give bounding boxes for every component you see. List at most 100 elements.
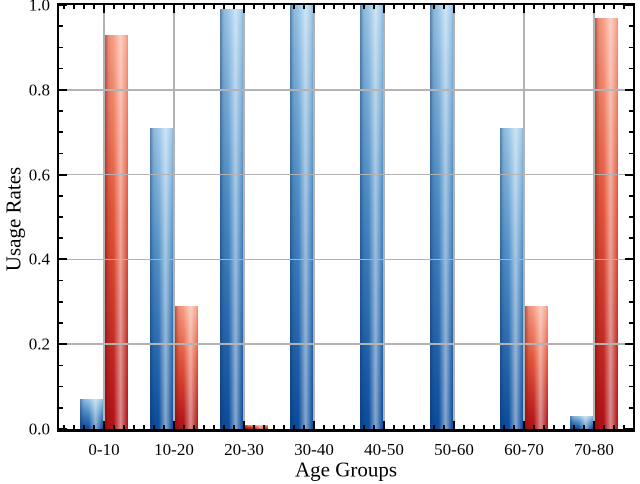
y-minor-tick: [59, 195, 63, 197]
x-minor-tick: [203, 425, 205, 429]
x-tick-label: 20-30: [224, 440, 264, 459]
bar-blue-gradient-series-50-60: [430, 5, 453, 429]
bar-blue-gradient-series-70-80: [570, 416, 593, 429]
y-minor-tick: [59, 301, 63, 303]
x-minor-tick: [513, 425, 515, 429]
x-major-tick: [593, 5, 595, 13]
x-minor-tick: [473, 425, 475, 429]
x-minor-tick: [323, 425, 325, 429]
gridline-horizontal: [59, 258, 633, 261]
gridline-vertical: [173, 5, 175, 429]
y-minor-tick: [59, 237, 63, 239]
x-minor-tick: [213, 5, 215, 9]
x-minor-tick: [153, 5, 155, 9]
y-minor-tick: [629, 110, 633, 112]
x-minor-tick: [543, 425, 545, 429]
gridline-horizontal: [59, 343, 633, 345]
x-minor-tick: [603, 5, 605, 9]
y-tick-label: 0.2: [28, 334, 50, 354]
gridline-vertical: [383, 5, 385, 429]
y-minor-tick: [629, 46, 633, 49]
x-minor-tick: [83, 5, 85, 9]
gridline-horizontal: [59, 173, 633, 176]
x-minor-tick: [493, 5, 495, 9]
x-tick-label: 70-80: [574, 440, 614, 459]
x-minor-tick: [603, 425, 605, 429]
x-minor-tick: [323, 5, 325, 9]
bar-blue-gradient-series-40-50: [360, 5, 383, 429]
y-minor-tick: [629, 237, 633, 239]
x-minor-tick: [583, 5, 585, 9]
x-minor-tick: [513, 5, 515, 9]
y-major-tick: [625, 173, 633, 176]
x-minor-tick: [153, 425, 155, 429]
x-minor-tick: [373, 5, 375, 9]
x-minor-tick: [183, 5, 185, 9]
y-minor-tick: [629, 301, 633, 303]
x-major-tick: [103, 421, 105, 429]
y-tick-label: 0.4: [28, 249, 50, 269]
bar-red-gradient-series-0-10: [105, 34, 128, 429]
x-minor-tick: [293, 5, 295, 9]
x-tick-label: 30-40: [294, 440, 334, 459]
x-minor-tick: [193, 5, 195, 9]
x-minor-tick: [73, 5, 75, 9]
x-minor-tick: [113, 5, 115, 9]
x-minor-tick: [393, 425, 395, 429]
gridline-vertical: [103, 5, 105, 429]
x-minor-tick: [303, 5, 305, 9]
bar-red-gradient-series-20-30: [245, 424, 268, 429]
x-minor-tick: [263, 5, 265, 9]
x-tick-label: 40-50: [364, 440, 404, 459]
y-minor-tick: [59, 110, 63, 112]
x-minor-tick: [443, 425, 445, 429]
x-axis-title: Age Groups: [294, 457, 398, 482]
x-minor-tick: [503, 425, 505, 429]
y-major-tick: [59, 4, 67, 6]
bar-blue-gradient-series-30-40: [290, 5, 313, 429]
x-minor-tick: [613, 425, 615, 429]
x-minor-tick: [413, 5, 415, 9]
y-minor-tick: [629, 131, 633, 133]
x-major-tick: [383, 5, 385, 13]
bar-blue-gradient-series-0-10: [80, 399, 103, 429]
y-tick-label: 0.8: [28, 80, 50, 100]
x-minor-tick: [563, 5, 565, 9]
y-minor-tick: [629, 216, 633, 218]
x-minor-tick: [433, 425, 435, 429]
x-major-tick: [173, 421, 175, 429]
x-minor-tick: [353, 5, 355, 9]
y-minor-tick: [629, 25, 633, 27]
x-minor-tick: [183, 425, 185, 429]
x-major-tick: [313, 5, 315, 13]
x-minor-tick: [493, 425, 495, 429]
x-minor-tick: [133, 425, 135, 429]
x-minor-tick: [253, 425, 255, 429]
x-minor-tick: [163, 425, 165, 429]
x-major-tick: [243, 5, 245, 13]
x-major-tick: [453, 421, 455, 429]
x-minor-tick: [333, 5, 335, 9]
x-minor-tick: [143, 5, 145, 9]
bar-blue-gradient-series-60-70: [500, 128, 523, 429]
x-minor-tick: [263, 425, 265, 429]
x-minor-tick: [233, 5, 235, 9]
x-minor-tick: [73, 425, 75, 429]
y-minor-tick: [629, 364, 633, 367]
y-major-tick: [59, 343, 67, 346]
x-minor-tick: [573, 425, 575, 429]
y-minor-tick: [59, 407, 63, 409]
gridline-vertical: [523, 5, 525, 429]
x-minor-tick: [403, 425, 405, 429]
x-minor-tick: [423, 5, 425, 9]
y-minor-tick: [629, 407, 633, 409]
y-minor-tick: [59, 385, 63, 388]
x-minor-tick: [133, 5, 135, 9]
x-minor-tick: [233, 425, 235, 429]
bar-blue-gradient-series-10-20: [150, 128, 173, 429]
x-minor-tick: [273, 5, 275, 9]
x-minor-tick: [343, 5, 345, 9]
x-minor-tick: [213, 425, 215, 429]
x-minor-tick: [293, 425, 295, 429]
